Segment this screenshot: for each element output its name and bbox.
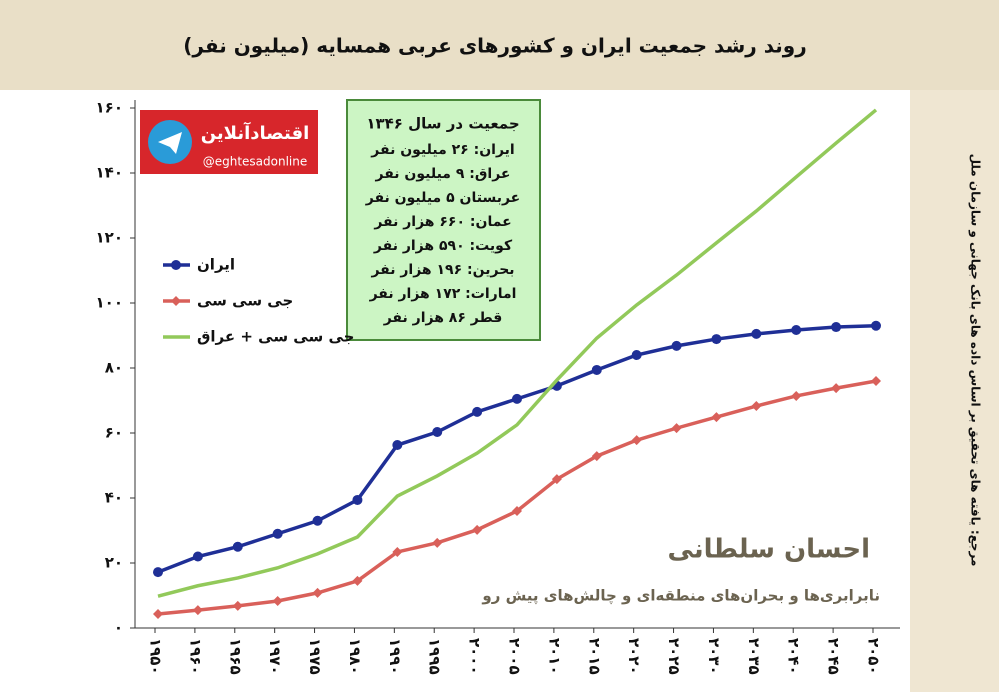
x-tick-label: ۱۹۵۰	[147, 638, 165, 675]
point	[352, 575, 363, 586]
point	[272, 596, 283, 607]
point	[472, 406, 483, 417]
point	[551, 474, 562, 485]
point	[711, 412, 722, 423]
x-tick-label: ۱۹۹۰	[386, 638, 404, 675]
x-tick-label: ۲۰۱۰	[545, 638, 563, 675]
point	[192, 551, 203, 562]
point	[671, 423, 682, 434]
y-tick-label: ۱۶۰	[96, 99, 123, 117]
x-tick-label: ۲۰۴۰	[785, 638, 803, 675]
point	[631, 435, 642, 446]
x-tick-label: ۲۰۳۵	[745, 638, 763, 675]
y-tick-label: ۲۰	[105, 554, 123, 572]
y-tick-label: ۴۰	[105, 489, 123, 507]
annotation-line: عربستان ۵ میلیون نفر	[365, 190, 520, 206]
y-tick-label: ۱۰۰	[96, 294, 123, 312]
annotation-line: امارات: ۱۷۲ هزار نفر	[369, 286, 517, 302]
point	[153, 609, 163, 620]
annotation-line: کویت: ۵۹۰ هزار نفر	[373, 238, 513, 254]
point	[791, 324, 802, 335]
y-tick-label: ۱۲۰	[96, 229, 123, 247]
point	[432, 427, 443, 438]
annotation-line: عراق: ۹ میلیون نفر	[375, 166, 511, 182]
point	[392, 440, 403, 451]
point	[192, 605, 203, 616]
x-tick-label: ۱۹۸۰	[346, 638, 364, 675]
point	[751, 401, 762, 412]
annotation-line: ایران: ۲۶ میلیون نفر	[370, 142, 514, 158]
x-tick-label: ۲۰۱۵	[585, 638, 603, 675]
legend-label: ایران	[197, 256, 235, 274]
x-tick-label: ۲۰۲۵	[665, 638, 683, 675]
legend-marker	[171, 260, 181, 270]
point	[831, 383, 842, 394]
annotation-line: بحرین: ۱۹۶ هزار نفر	[370, 262, 514, 278]
x-tick-label: ۲۰۴۵	[825, 638, 843, 675]
x-tick-label: ۲۰۰۰	[466, 638, 484, 675]
point	[232, 600, 243, 611]
series-line	[157, 108, 878, 598]
x-tick-label: ۱۹۶۵	[226, 638, 244, 675]
point	[272, 528, 283, 539]
chart-title: روند رشد جمعیت ایران و کشورهای عربی همسا…	[183, 34, 807, 58]
logo-icon-plane	[158, 132, 182, 154]
point	[512, 506, 522, 516]
point	[591, 451, 602, 462]
logo-handle: @eghtesadonline	[203, 155, 308, 169]
point	[232, 541, 243, 552]
legend-label: جی سی سی	[197, 292, 293, 310]
point	[591, 364, 602, 375]
source: مرجع: یافته های تحقیق بر اساس داده های ب…	[968, 154, 983, 567]
x-tick-label: ۲۰۳۰	[705, 638, 723, 675]
header	[0, 0, 999, 90]
logo-name: اقتصادآنلاین	[201, 121, 310, 144]
point	[312, 515, 323, 526]
legend-label: جی سی سی + عراق	[197, 328, 354, 346]
x-tick-label: ۱۹۷۰	[266, 638, 284, 675]
watermark-subtitle: نابرابری‌ها و بحران‌های منطقه‌ای و چالش‌…	[481, 587, 880, 606]
y-tick-label: ۸۰	[105, 359, 123, 377]
annotation-title: جمعیت در سال ۱۳۴۶	[366, 115, 519, 133]
x-tick-label: ۱۹۷۵	[306, 638, 324, 675]
annotation-box	[346, 99, 541, 341]
point	[711, 334, 722, 345]
x-tick-label: ۲۰۰۵	[506, 638, 524, 675]
point	[631, 350, 642, 360]
y-tick-label: ۱۴۰	[96, 164, 123, 182]
y-tick-label: ۶۰	[105, 424, 123, 442]
point	[871, 376, 881, 386]
point	[352, 494, 363, 505]
x-tick-label: ۲۰۲۰	[625, 638, 643, 675]
y-tick-label: ۰	[114, 619, 123, 637]
x-tick-label: ۲۰۵۰	[865, 638, 883, 675]
annotation-line: عمان: ۶۶۰ هزار نفر	[373, 214, 511, 230]
point	[153, 567, 163, 578]
point	[671, 340, 682, 351]
point	[791, 390, 802, 401]
point	[831, 322, 842, 333]
watermark-author: احسان سلطانی	[668, 535, 870, 565]
point	[472, 524, 483, 535]
legend-marker	[171, 296, 181, 306]
x-tick-label: ۱۹۹۵	[426, 638, 444, 675]
point	[312, 587, 323, 598]
point	[512, 393, 522, 404]
annotation-line: قطر ۸۶ هزار نفر	[383, 310, 503, 326]
point	[432, 537, 443, 548]
point	[871, 320, 881, 331]
point	[392, 546, 403, 557]
x-tick-label: ۱۹۶۰	[186, 638, 204, 675]
point	[751, 328, 762, 339]
